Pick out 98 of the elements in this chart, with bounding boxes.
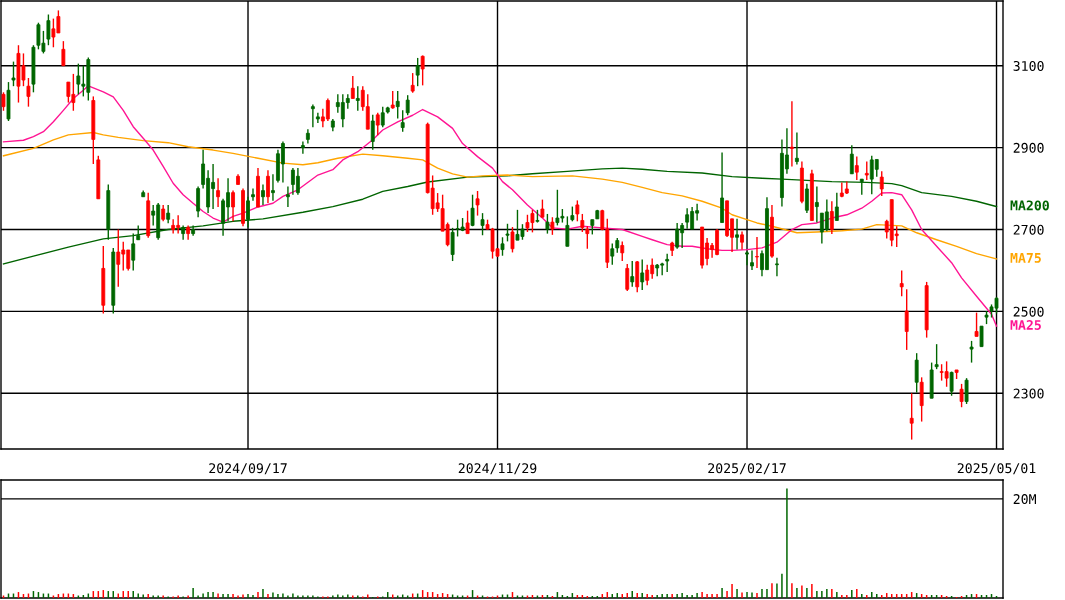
candlestick [854,155,859,181]
candlestick [1,91,6,112]
y-tick-label: 2900 [1013,142,1044,153]
candlestick [166,204,171,225]
candlestick [829,200,834,235]
candlestick [370,114,375,151]
candlestick [904,288,909,351]
candlestick [116,228,121,288]
y-tick-label: 2700 [1013,224,1044,235]
candlestick [794,131,799,166]
candlestick [625,263,630,292]
candlestick [949,370,954,397]
series-label: MA200 [1010,200,1049,211]
candlestick [400,109,405,133]
candlestick [864,160,869,181]
candlestick [271,173,275,202]
candlestick [790,100,794,168]
candlestick [545,213,550,235]
x-tick-label: 2024/11/29 [458,463,537,475]
candlestick [405,94,410,116]
candlestick [415,57,420,87]
candlestick [919,376,924,423]
candlestick [565,215,570,247]
candlestick [959,383,964,408]
candlestick [575,199,580,223]
candlestick [974,311,979,338]
candlestick [775,257,779,277]
candlestick [350,75,355,100]
candlestick [11,60,16,87]
candlestick [879,170,884,197]
candlestick [665,252,670,273]
candlestick [964,377,969,405]
candlestick [355,85,360,112]
candlestick [580,213,585,233]
candlestick [899,269,904,297]
candlestick [745,250,749,266]
candlestick [261,183,265,206]
candlestick [470,194,475,227]
candlestick [849,144,854,175]
line-series [2,131,998,260]
candlestick [585,225,590,250]
candlestick [300,140,305,155]
candlestick [295,167,300,196]
candlestick [480,212,485,236]
candlestick [685,207,690,230]
candlestick [620,240,625,262]
y-tick-label: 2500 [1013,306,1044,317]
candlestick [365,93,370,130]
y-tick-label: 20M [1013,494,1036,505]
y-tick-label: 2300 [1013,388,1044,399]
candlestick [231,189,235,223]
candlestick [969,340,974,364]
candlestick [171,218,176,235]
candlestick [979,325,984,348]
candlestick [246,196,250,229]
candlestick [266,169,270,204]
candlestick [475,190,480,217]
x-tick-label: 2025/02/17 [708,463,786,475]
candlestick [909,392,914,441]
candlestick [410,72,415,94]
candlestick [675,222,680,250]
candlestick [814,185,819,224]
candlestick [735,218,739,251]
candlestick [196,185,201,218]
candlestick [26,77,31,108]
candlestick [286,185,290,208]
candlestick [76,62,81,96]
candlestick [610,242,615,266]
candlestick [804,182,809,214]
candlestick [251,187,255,202]
candlestick [914,352,919,394]
candlestick [934,343,939,370]
candlestick [46,13,51,46]
y-tick-label: 3100 [1013,60,1044,71]
candlestick [510,226,515,254]
candlestick [450,227,455,262]
candlestick [755,236,759,269]
candlestick [420,54,425,87]
candlestick [500,236,505,257]
candlestick [395,90,400,120]
candlestick [465,209,470,235]
candlestick [640,258,645,291]
candlestick [824,198,829,232]
candlestick [740,230,744,251]
x-tick-label: 2024/09/17 [209,463,287,475]
candlestick [834,191,839,222]
candlestick [61,40,66,67]
series-label: MA25 [1010,320,1041,330]
candlestick [310,103,315,128]
candlestick [216,177,220,208]
candlestick [750,249,754,271]
line-series [2,85,998,327]
x-tick-label: 2025/05/01 [957,463,1036,475]
candlestick [630,260,635,288]
candlestick [645,264,650,286]
candlestick [325,97,330,122]
candlestick [375,112,380,137]
series-label: MA75 [1010,253,1041,263]
